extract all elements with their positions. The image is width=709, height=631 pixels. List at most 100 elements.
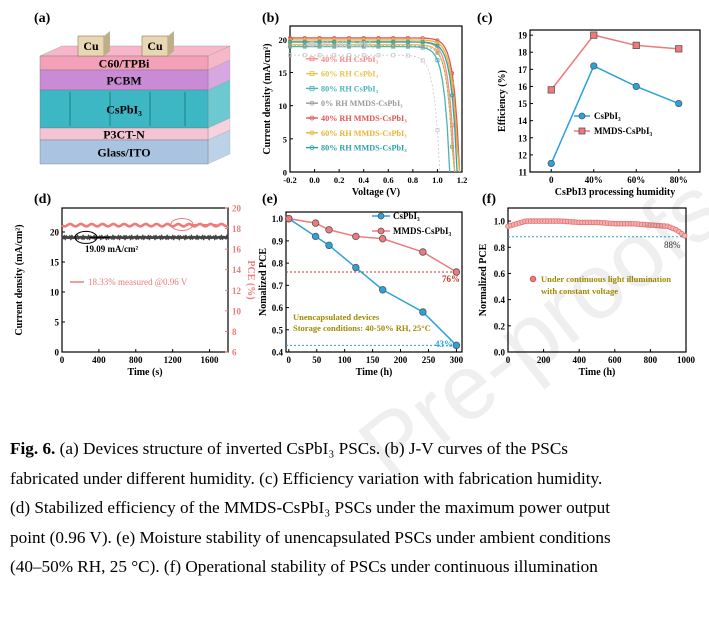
jv-marker <box>420 40 425 45</box>
caption-line-1: Fig. 6. (a) Devices structure of inverte… <box>10 434 702 464</box>
legend-marker <box>309 41 315 47</box>
y-tick-label: 0.6 <box>272 303 284 313</box>
current-density-trace <box>61 234 230 241</box>
y2-axis-label: PCE (%) <box>245 260 256 299</box>
x-tick-label: -0.2 <box>283 175 296 185</box>
efficiency-marker <box>590 62 598 70</box>
y-tick-label: 15 <box>279 68 288 78</box>
y-tick-label: 12 <box>518 150 528 160</box>
legend-entry: MMDS-CsPbI₃ <box>393 226 451 236</box>
x-tick-label: 1000 <box>677 355 696 365</box>
efficiency-marker <box>547 159 555 168</box>
jv-marker <box>450 144 455 149</box>
caption-line-5: (40–50% RH, 25 °C). (f) Operational stab… <box>10 557 598 577</box>
legend-entry: 0% RH MMDS-CsPbI₃ <box>321 99 403 108</box>
jv-marker <box>391 39 396 44</box>
jv-marker <box>361 39 366 44</box>
x-tick-label: 1.2 <box>457 175 468 185</box>
legend-marker <box>309 130 315 136</box>
y-tick-label: 20 <box>50 228 60 238</box>
y2-tick-label: 6 <box>232 348 237 358</box>
jv-marker <box>287 53 292 58</box>
jv-marker <box>346 53 351 58</box>
figure-caption: Fig. 6. (a) Devices structure of inverte… <box>10 434 702 582</box>
efficiency-marker <box>590 31 598 39</box>
stability-marker <box>285 214 293 223</box>
y-tick-label: 5 <box>55 318 60 328</box>
panel-label-e: (e) <box>262 192 278 207</box>
y-tick-label: 17 <box>518 65 528 75</box>
y-axis-label: Current density (mA/cm²) <box>14 224 25 335</box>
y-tick-label: 0.2 <box>494 321 506 331</box>
legend-marker <box>529 275 537 283</box>
legend-entry: 40% RH CsPbI₃ <box>321 55 379 64</box>
legend-entry: 40% RH MMDS-CsPbI₃ <box>321 114 407 123</box>
panel-label-d: (d) <box>34 192 51 207</box>
y-axis-label: Normalized PCE <box>478 243 489 316</box>
x-tick-label: 0.4 <box>358 175 369 185</box>
y-axis-label: Efficiency (%) <box>497 70 508 132</box>
layer-label: CsPbI₃ <box>106 103 142 117</box>
stability-marker <box>419 308 427 316</box>
panel-label-f: (f) <box>482 192 496 207</box>
y2-tick-label: 10 <box>232 306 242 316</box>
layer-glass-ito <box>39 139 209 165</box>
legend-marker <box>309 100 315 106</box>
jv-marker <box>435 38 440 43</box>
legend-marker <box>309 71 315 76</box>
jv-marker <box>346 39 351 44</box>
layer-label: P3CT-N <box>103 128 145 142</box>
plot-frame <box>529 29 701 173</box>
stability-marker <box>378 286 387 294</box>
x-tick-label: 40% <box>585 175 603 185</box>
y-tick-label: 15 <box>50 258 60 268</box>
y-tick-label: 0.4 <box>272 348 284 358</box>
y2-tick-label: 16 <box>232 245 242 255</box>
cu-electrode-side <box>168 31 174 56</box>
x-tick-label: 200 <box>394 355 408 365</box>
y-tick-label: 0.8 <box>272 259 284 269</box>
panel-label-c: (c) <box>477 11 493 26</box>
jv-marker <box>332 53 337 58</box>
jv-marker <box>332 39 337 44</box>
caption-text-1: (a) Devices structure of inverted CsPbI₃… <box>55 439 568 458</box>
x-tick-label: 0 <box>60 355 65 365</box>
y-tick-label: 5 <box>283 134 287 144</box>
legend-entry: 0% RH CsPbI₃ <box>321 40 374 49</box>
jv-marker <box>435 128 440 133</box>
x-tick-label: 400 <box>572 355 586 365</box>
efficiency-marker <box>675 99 683 108</box>
x-tick-label: 1.0 <box>432 175 443 185</box>
jv-marker <box>376 39 381 44</box>
x-tick-label: 1600 <box>201 355 220 365</box>
jv-marker <box>376 43 381 48</box>
layer-label: Glass/ITO <box>97 146 150 160</box>
y-tick-label: 1.0 <box>272 214 284 224</box>
legend-marker <box>309 86 315 91</box>
efficiency-marker <box>632 41 640 49</box>
x-axis-label: Voltage (V) <box>352 187 400 198</box>
y2-tick-label: 8 <box>232 327 237 337</box>
y-tick-label: 16 <box>518 82 528 92</box>
y-axis-label: Nomalized PCE <box>258 248 269 316</box>
jv-marker <box>302 53 307 58</box>
x-tick-label: 0 <box>506 355 511 365</box>
jv-marker <box>420 58 425 63</box>
plot-frame <box>285 211 463 353</box>
cu-electrode-label: Cu <box>147 39 163 53</box>
legend-marker <box>377 227 385 235</box>
figure-canvas: (a) C60/TPBi PCBM CsPbI₃ P3CT-N Glass/ITO Cu Cu… <box>14 11 701 378</box>
caption-line-2: fabricated under different humidity. (c)… <box>10 468 603 488</box>
caption-lead: Fig. 6. <box>10 439 56 458</box>
legend-entry-line2: with constant voltage <box>541 286 618 296</box>
legend-entry-line1: Under continuous light illumination <box>541 274 671 284</box>
x-tick-label: 100 <box>338 355 352 365</box>
legend-entry: CsPbI₃ <box>393 211 420 221</box>
y-tick-label: 15 <box>518 99 528 109</box>
y-tick-label: 0.5 <box>272 325 284 335</box>
jv-marker <box>405 53 410 58</box>
stability-marker <box>419 248 427 256</box>
legend-entry: 60% RH CsPbI₃ <box>321 70 379 79</box>
jv-marker <box>376 53 381 58</box>
panel-label-a: (a) <box>34 11 51 26</box>
